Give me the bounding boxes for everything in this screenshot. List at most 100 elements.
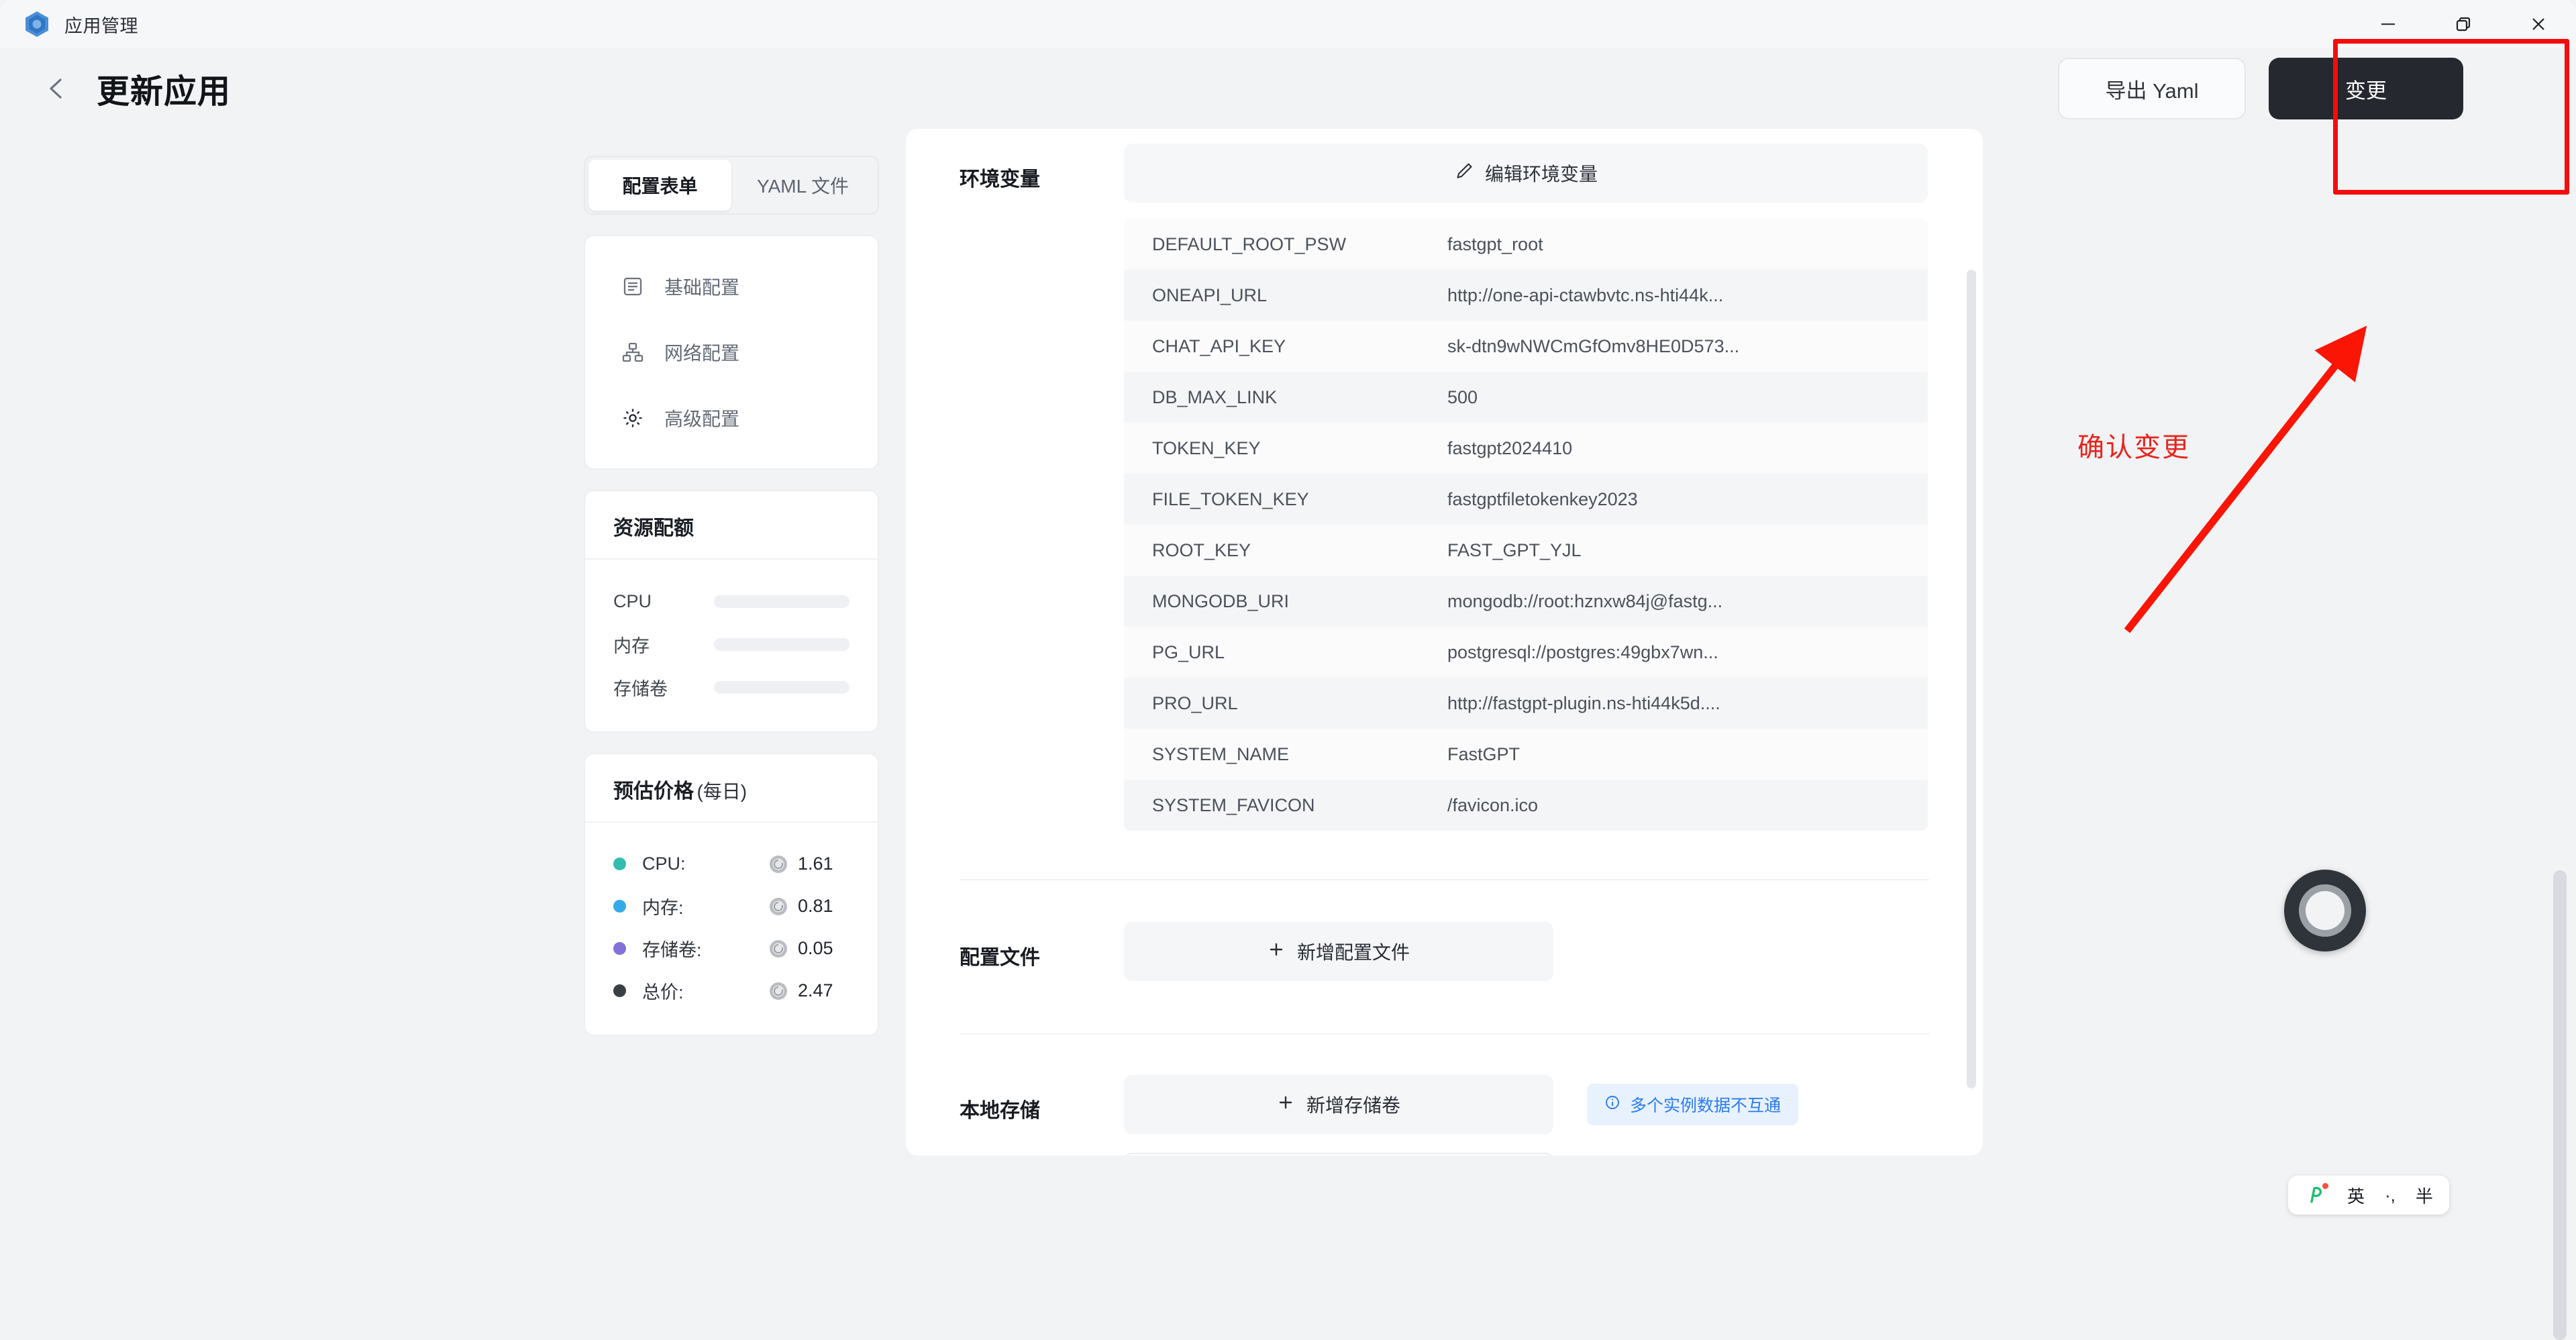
pencil-icon: [1454, 161, 1474, 186]
storage-actions: 新增存储卷 多个实例数据不互通: [1124, 1075, 1928, 1134]
sidebar-item-label: 基础配置: [664, 277, 740, 298]
annotation-label: 确认变更: [2077, 433, 2190, 462]
edit-env-button[interactable]: 编辑环境变量: [1124, 144, 1928, 203]
annotation-arrow-icon: [2124, 325, 2367, 633]
env-section: 环境变量 编辑环境变量 DEFAULT_ROOT_PSW fastgpt_roo…: [906, 129, 1983, 831]
app-title: 应用管理: [64, 15, 138, 36]
env-table: DEFAULT_ROOT_PSW fastgpt_root ONEAPI_URL…: [1124, 219, 1928, 831]
table-row[interactable]: TOKEN_KEY fastgpt2024410: [1124, 423, 1928, 474]
add-volume-button[interactable]: 新增存储卷: [1124, 1075, 1553, 1134]
env-value: http://one-api-ctawbvtc.ns-hti44k...: [1447, 285, 1724, 305]
add-volume-label: 新增存储卷: [1306, 1095, 1400, 1116]
env-key: FILE_TOKEN_KEY: [1152, 488, 1309, 509]
env-key: TOKEN_KEY: [1152, 437, 1261, 458]
env-value: fastgpt2024410: [1447, 437, 1573, 458]
quota-label: 内存: [613, 635, 650, 656]
price-row: 内存: 0.81: [613, 885, 849, 927]
table-row[interactable]: PG_URL postgresql://postgres:49gbx7wn...: [1124, 627, 1928, 678]
list-item[interactable]: /app/tmp 1 Gi: [1124, 1153, 1553, 1155]
quota-title: 资源配额: [613, 517, 694, 539]
table-row[interactable]: PRO_URL http://fastgpt-plugin.ns-hti44k5…: [1124, 678, 1928, 729]
env-value: mongodb://root:hznxw84j@fastg...: [1447, 590, 1723, 611]
storage-notice-label: 多个实例数据不互通: [1630, 1096, 1782, 1115]
legend-dot: [613, 984, 626, 997]
storage-notice: 多个实例数据不互通: [1587, 1084, 1799, 1125]
page-scrollbar[interactable]: [2553, 870, 2567, 1340]
export-yaml-button[interactable]: 导出 Yaml: [2058, 58, 2246, 119]
cursor-indicator: [2284, 870, 2366, 951]
tab-config-form[interactable]: 配置表单: [588, 160, 731, 211]
env-value: sk-dtn9wNWCmGfOmv8HE0D573...: [1447, 336, 1740, 356]
env-key: PRO_URL: [1152, 692, 1238, 713]
price-row: CPU: 1.61: [613, 843, 849, 885]
minimize-icon[interactable]: [2351, 0, 2426, 48]
ime-status-dot: [2322, 1183, 2328, 1189]
sidebar-item-label: 网络配置: [664, 343, 740, 364]
sidebar-item-network-config[interactable]: 网络配置: [585, 319, 878, 385]
sealos-hexagon-icon: [23, 10, 51, 38]
add-config-file-label: 新增配置文件: [1296, 942, 1410, 963]
list-config-icon: [620, 274, 646, 299]
table-row[interactable]: ONEAPI_URL http://one-api-ctawbvtc.ns-ht…: [1124, 270, 1928, 321]
quota-label: CPU: [613, 590, 652, 611]
env-key: DEFAULT_ROOT_PSW: [1152, 234, 1347, 254]
quota-row: CPU: [613, 580, 849, 623]
price-header: 预估价格 (每日): [585, 754, 878, 823]
price-row-total: 总价: 2.47: [613, 970, 849, 1012]
apply-change-button[interactable]: 变更: [2269, 58, 2463, 119]
page-title: 更新应用: [97, 73, 231, 110]
env-value: 500: [1447, 386, 1478, 407]
estimated-price-card: 预估价格 (每日) CPU: 1.61 内存: 0.81: [584, 753, 879, 1036]
close-icon[interactable]: [2501, 0, 2576, 48]
coin-icon: [768, 854, 788, 874]
price-label: 存储卷:: [642, 940, 702, 960]
resource-quota-card: 资源配额 CPU 内存 存储卷: [584, 490, 879, 733]
window-titlebar: 应用管理: [0, 0, 2576, 48]
chevron-left-icon[interactable]: [42, 73, 72, 104]
nav-card: 基础配置 网络配置: [584, 235, 879, 470]
ime-toolbar[interactable]: 英 ·, 半: [2288, 1176, 2449, 1215]
add-config-file-button[interactable]: 新增配置文件: [1124, 922, 1553, 981]
baidu-ime-icon: [2304, 1183, 2328, 1206]
quota-track: [714, 680, 849, 694]
storage-section-label: 本地存储: [960, 1100, 1040, 1122]
restore-icon[interactable]: [2426, 0, 2501, 48]
env-value: postgresql://postgres:49gbx7wn...: [1447, 641, 1718, 662]
table-row[interactable]: CHAT_API_KEY sk-dtn9wNWCmGfOmv8HE0D573..…: [1124, 321, 1928, 372]
env-key: ONEAPI_URL: [1152, 285, 1268, 305]
page-header: 更新应用 导出 Yaml 变更: [0, 48, 2576, 129]
sidebar-item-basic-config[interactable]: 基础配置: [585, 254, 878, 319]
section-divider: [960, 879, 1929, 880]
quota-row: 存储卷: [613, 666, 849, 709]
env-value: http://fastgpt-plugin.ns-hti44k5d....: [1447, 692, 1720, 713]
env-value: fastgpt_root: [1447, 234, 1543, 254]
content-scrollbar[interactable]: [1967, 270, 1976, 1088]
table-row[interactable]: SYSTEM_NAME FastGPT: [1124, 729, 1928, 780]
table-row[interactable]: SYSTEM_FAVICON /favicon.ico: [1124, 780, 1928, 831]
storage-section: 本地存储 新增存储卷: [906, 1035, 1983, 1155]
ime-mode-label[interactable]: 英: [2347, 1186, 2365, 1206]
configfile-section-label: 配置文件: [960, 947, 1040, 969]
plus-icon: [1277, 1094, 1294, 1116]
config-tabs: 配置表单 YAML 文件: [584, 156, 879, 215]
sidebar-item-advanced-config[interactable]: 高级配置: [585, 385, 878, 451]
coin-icon: [768, 981, 788, 1001]
price-label: 内存:: [642, 898, 684, 918]
configfile-section-body: 新增配置文件: [1124, 922, 1983, 981]
tab-yaml-file[interactable]: YAML 文件: [757, 176, 849, 197]
section-divider: [960, 1033, 1929, 1035]
env-value: /favicon.ico: [1447, 794, 1539, 815]
table-row[interactable]: MONGODB_URI mongodb://root:hznxw84j@fast…: [1124, 576, 1928, 627]
price-body: CPU: 1.61 内存: 0.81 存储卷: 0.05: [585, 823, 878, 1035]
ime-punctuation-label[interactable]: ·,: [2385, 1184, 2395, 1205]
configfile-section: 配置文件 新增配置文件: [906, 880, 1983, 981]
table-row[interactable]: FILE_TOKEN_KEY fastgptfiletokenkey2023: [1124, 474, 1928, 525]
table-row[interactable]: DEFAULT_ROOT_PSW fastgpt_root: [1124, 219, 1928, 270]
storage-section-body: 新增存储卷 多个实例数据不互通: [1124, 1075, 1983, 1155]
table-row[interactable]: ROOT_KEY FAST_GPT_YJL: [1124, 525, 1928, 576]
table-row[interactable]: DB_MAX_LINK 500: [1124, 372, 1928, 423]
env-section-body: 编辑环境变量 DEFAULT_ROOT_PSW fastgpt_root ONE…: [1124, 144, 1983, 831]
ime-width-label[interactable]: 半: [2415, 1186, 2433, 1206]
sidebar-item-label: 高级配置: [664, 409, 740, 429]
window-controls: [2351, 0, 2576, 48]
